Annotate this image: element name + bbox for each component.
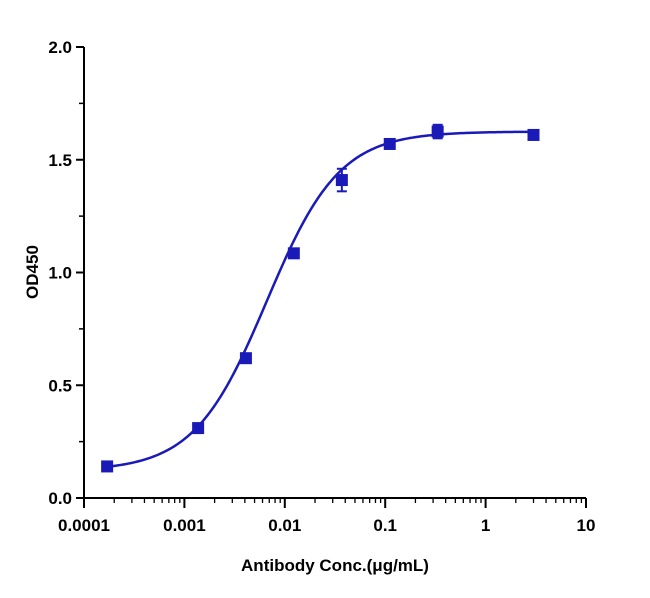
y-tick-label: 1.5	[48, 151, 72, 170]
axes: 0.0 0.5 1.0 1.5 2.0 0.0001 0.001 0.01 0.1 1 10	[48, 38, 595, 535]
data-point	[101, 460, 114, 473]
y-tick-label: 2.0	[48, 38, 72, 57]
y-axis-title: OD450	[23, 245, 42, 299]
data-point	[287, 247, 300, 260]
x-tick-label: 0.1	[373, 516, 397, 535]
data-points	[101, 123, 540, 473]
x-tick-label: 10	[577, 516, 596, 535]
x-tick-label: 1	[481, 516, 490, 535]
fit-curve	[106, 130, 534, 469]
data-point	[192, 422, 205, 435]
data-point	[239, 352, 252, 365]
data-point	[383, 137, 396, 150]
y-tick-label: 1.0	[48, 264, 72, 283]
data-point	[431, 125, 444, 138]
x-axis-title: Antibody Conc.(μg/mL)	[241, 556, 429, 575]
y-tick-label: 0.5	[48, 376, 72, 395]
data-point	[335, 174, 348, 187]
x-tick-label: 0.001	[163, 516, 206, 535]
data-point	[527, 128, 540, 141]
x-tick-label: 0.0001	[58, 516, 110, 535]
x-tick-label: 0.01	[268, 516, 301, 535]
y-tick-label: 0.0	[48, 489, 72, 508]
fit-curve-group	[106, 130, 534, 469]
